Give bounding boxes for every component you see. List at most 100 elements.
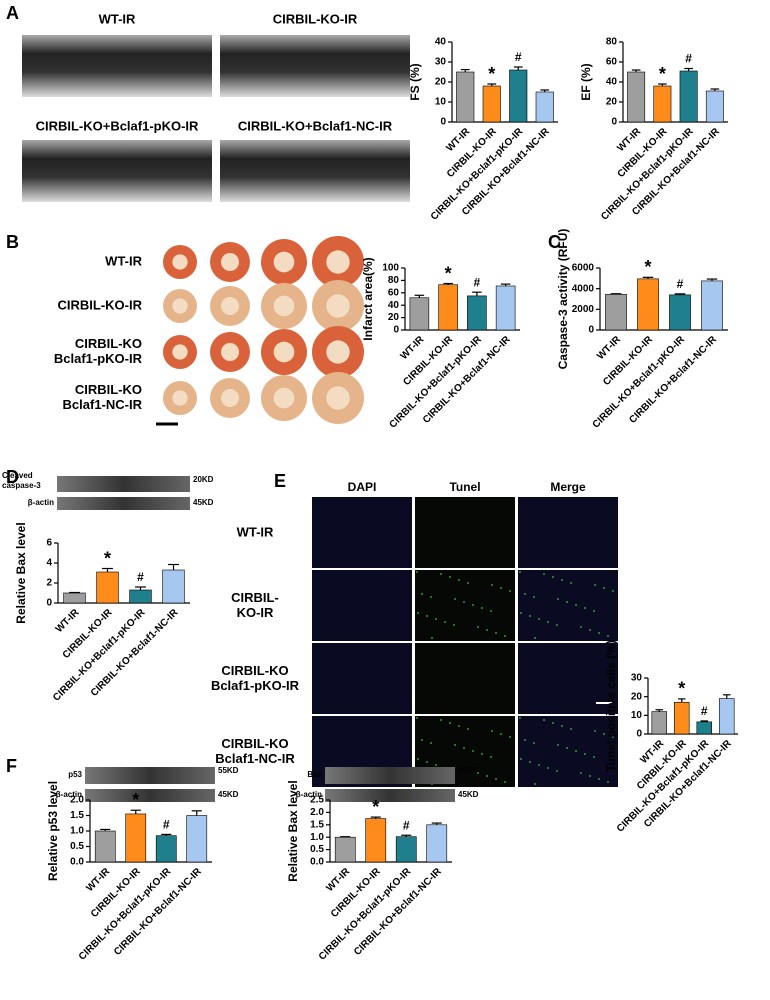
row-label: CIRBIL-KO: [75, 382, 142, 397]
heart-cavity: [326, 340, 350, 364]
echo-image: [22, 140, 212, 202]
image-label: WT-IR: [99, 11, 136, 26]
tunel-dot: [472, 604, 474, 606]
x-tick-label: CIRBIL-KO+Bclaf1-pKO-IR: [615, 738, 712, 835]
blot-label: β-actin: [296, 790, 322, 799]
y-tick-label: 100: [382, 263, 399, 274]
blots: [57, 476, 455, 802]
tunel-dot: [453, 624, 455, 626]
y-tick-label: 2.0: [70, 795, 84, 806]
blot-size: 45KD: [218, 790, 239, 799]
heart-cavity: [221, 253, 239, 271]
row-label: KO-IR: [237, 605, 274, 620]
tunel-dot: [500, 733, 502, 735]
bar: [63, 592, 86, 604]
x-tick-label: CIRBIL-KO-IR: [401, 334, 455, 388]
tunel-dot: [431, 637, 433, 639]
x-tick-label: WT-IR: [324, 866, 352, 894]
y-axis-label: Relative p53 level: [46, 781, 60, 881]
heart-cavity: [273, 251, 295, 273]
tunel-dot: [504, 635, 506, 637]
bar: [456, 71, 475, 123]
x-tick-label: WT-IR: [84, 866, 112, 894]
heart-cavity: [172, 344, 188, 360]
tunel-dot: [593, 756, 595, 758]
y-tick-label: 30: [435, 57, 447, 68]
tunel-dot: [584, 607, 586, 609]
y-tick-label: 1.0: [70, 826, 84, 837]
row-label: CIRBIL-KO: [221, 736, 288, 751]
blot-band: [57, 497, 190, 510]
echo-image: [220, 35, 410, 97]
bar: [467, 295, 487, 331]
tunel-dot: [556, 624, 558, 626]
significance-marker: #: [474, 275, 481, 289]
row-label: CIRBIL-KO: [75, 336, 142, 351]
y-tick-label: 4000: [572, 283, 595, 294]
tunel-dot: [575, 604, 577, 606]
x-tick-label: WT-IR: [595, 334, 623, 362]
row-label: CIRBIL-KO: [221, 663, 288, 678]
heart-cavity: [172, 254, 188, 270]
y-tick-label: 6000: [572, 263, 595, 274]
tunel-images: [312, 497, 618, 787]
bar: [395, 836, 417, 863]
tunel-dot: [561, 725, 563, 727]
row-label: CIRBIL-: [231, 590, 279, 605]
heart-cavity: [273, 341, 295, 363]
tunel-dot: [454, 598, 456, 600]
tunel-dot: [430, 742, 432, 744]
row-label: Bclaf1-pKO-IR: [211, 678, 300, 693]
tunel-dot: [467, 582, 469, 584]
tunel-dot: [519, 717, 521, 719]
y-tick-label: 0: [611, 117, 617, 128]
blot-label: p53: [68, 770, 82, 779]
tunel-dot: [463, 747, 465, 749]
tunel-dot: [543, 719, 545, 721]
blot-label: Cleaved: [2, 471, 33, 480]
y-tick-label: 0: [636, 729, 642, 740]
tunel-dot: [534, 637, 536, 639]
tunel-dot: [566, 747, 568, 749]
bar: [129, 589, 152, 604]
blot-band: [57, 476, 190, 492]
y-tick-label: 2.5: [310, 795, 324, 806]
tunel-dot: [416, 717, 418, 719]
bar: [96, 571, 119, 604]
tunel-dot: [524, 739, 526, 741]
bar: [701, 280, 723, 331]
blot-label: Bax: [307, 770, 322, 779]
bar: [94, 830, 116, 863]
tunel-dot: [467, 728, 469, 730]
y-tick-label: 1.5: [70, 810, 84, 821]
image-label: CIRBIL-KO-IR: [273, 11, 358, 26]
y-tick-label: 1.5: [310, 819, 324, 830]
tunel-dot: [481, 607, 483, 609]
tunel-dot: [430, 596, 432, 598]
tunel-dot: [417, 612, 419, 614]
heart-cavity: [326, 250, 350, 274]
bar: [186, 815, 208, 863]
image-label: CIRBIL-KO+Bclaf1-NC-IR: [238, 118, 393, 133]
bar: [705, 90, 724, 123]
bar: [535, 91, 554, 123]
blot-label: β-actin: [28, 498, 54, 507]
row-label: WT-IR: [237, 524, 274, 539]
bar: [125, 813, 147, 863]
row-label: Bclaf1-NC-IR: [215, 751, 295, 766]
tunel-dot: [594, 730, 596, 732]
bar: [409, 297, 430, 331]
bar: [637, 278, 659, 331]
tunel-dot: [552, 576, 554, 578]
heart-cavity: [326, 386, 350, 410]
blot-size: 55KD: [218, 766, 239, 775]
y-tick-label: 10: [435, 97, 447, 108]
blot-band: [85, 767, 215, 784]
y-tick-label: 20: [631, 691, 643, 702]
micrograph: [415, 497, 515, 568]
tunel-dot: [458, 725, 460, 727]
tunel-dot: [504, 781, 506, 783]
tunel-dot: [490, 756, 492, 758]
significance-marker: #: [685, 52, 692, 66]
y-tick-label: 60: [606, 57, 618, 68]
